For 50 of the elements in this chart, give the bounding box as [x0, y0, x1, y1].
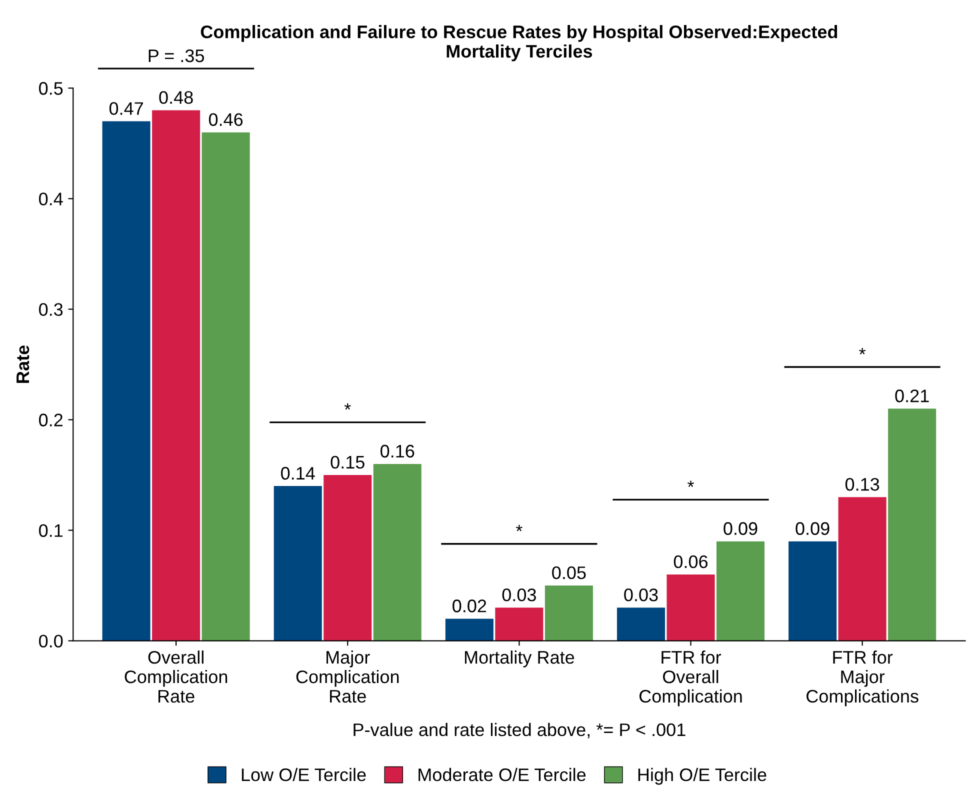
annotation: * — [516, 524, 522, 532]
data-label: 0.48 — [159, 91, 193, 104]
legend-label: Moderate O/E Tercile — [418, 768, 586, 782]
bar — [102, 121, 150, 641]
y-axis-title: Rate — [16, 346, 30, 383]
bar — [616, 608, 666, 641]
bar — [274, 486, 322, 641]
y-tick-label: 0.4 — [39, 192, 63, 206]
data-label: 0.06 — [674, 555, 708, 568]
bar — [666, 574, 715, 641]
x-tick-label: FTR for Overall Complication — [639, 650, 742, 706]
data-label: 0.09 — [796, 522, 830, 535]
x-tick-label: Mortality Rate — [464, 650, 574, 668]
bar — [838, 497, 886, 641]
x-tick-label: FTR for Major Complications — [806, 650, 918, 706]
annotation: * — [688, 480, 694, 488]
bar — [495, 608, 544, 641]
x-tick-label: Major Complication Rate — [296, 650, 399, 703]
x-axis-title: P-value and rate listed above, *= P < .001 — [354, 722, 686, 738]
y-tick-label: 0.3 — [39, 303, 63, 316]
data-label: 0.46 — [208, 113, 243, 126]
bar — [202, 132, 250, 641]
bar — [716, 541, 765, 641]
data-label: 0.21 — [895, 390, 929, 402]
bar — [373, 464, 422, 641]
data-label: 0.03 — [502, 588, 536, 602]
bar — [788, 541, 837, 641]
y-tick-label: 0.2 — [39, 414, 62, 426]
data-label: 0.03 — [624, 588, 658, 602]
annotation: * — [344, 403, 351, 410]
data-label: 0.09 — [724, 522, 758, 535]
bar — [445, 618, 494, 641]
x-tick-label: Overall Complication Rate — [124, 650, 228, 703]
data-label: 0.47 — [109, 102, 143, 115]
data-label: 0.05 — [552, 566, 586, 580]
data-label: 0.02 — [452, 600, 486, 612]
legend-label: Low O/E Tercile — [242, 768, 366, 782]
bar — [544, 586, 593, 641]
legend-label: High O/E Tercile — [638, 768, 766, 785]
bar — [324, 474, 372, 641]
data-label: 0.13 — [845, 478, 880, 491]
data-label: 0.16 — [380, 444, 414, 458]
bar — [888, 408, 936, 641]
data-label: 0.15 — [330, 456, 364, 469]
y-tick-label: 0.1 — [39, 524, 63, 537]
y-tick-label: 0.0 — [39, 634, 63, 648]
annotation: * — [859, 348, 866, 354]
bar — [152, 110, 200, 641]
y-tick-label: 0.5 — [39, 82, 63, 95]
data-label: 0.14 — [281, 466, 315, 480]
